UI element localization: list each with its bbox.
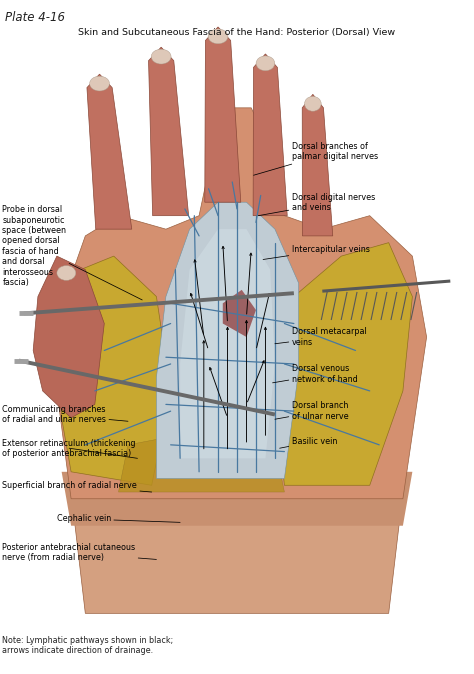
Polygon shape <box>156 202 299 479</box>
Ellipse shape <box>208 29 228 44</box>
Text: Posterior antebrachial cutaneous
nerve (from radial nerve): Posterior antebrachial cutaneous nerve (… <box>2 543 156 562</box>
Polygon shape <box>148 47 189 216</box>
Polygon shape <box>180 229 275 458</box>
Ellipse shape <box>151 49 171 64</box>
Ellipse shape <box>304 96 321 111</box>
Text: Probe in dorsal
subaponeurotic
space (between
opened dorsal
fascia of hand
and d: Probe in dorsal subaponeurotic space (be… <box>2 205 142 300</box>
Polygon shape <box>71 492 403 613</box>
Text: Dorsal digital nerves
and veins: Dorsal digital nerves and veins <box>258 193 375 216</box>
Text: Basilic vein: Basilic vein <box>280 437 337 448</box>
Text: Dorsal branches of
palmar digital nerves: Dorsal branches of palmar digital nerves <box>254 142 378 175</box>
Polygon shape <box>302 94 333 236</box>
Ellipse shape <box>90 76 109 91</box>
Text: Skin and Subcutaneous Fascia of the Hand: Posterior (Dorsal) View: Skin and Subcutaneous Fascia of the Hand… <box>78 28 396 37</box>
Polygon shape <box>33 256 104 418</box>
Text: Dorsal metacarpal
veins: Dorsal metacarpal veins <box>275 328 366 346</box>
Polygon shape <box>62 256 171 485</box>
Ellipse shape <box>57 266 76 280</box>
Text: Note: Lymphatic pathways shown in black;
arrows indicate direction of drainage.: Note: Lymphatic pathways shown in black;… <box>2 636 173 655</box>
Polygon shape <box>62 472 412 526</box>
Polygon shape <box>57 108 427 499</box>
Text: Cephalic vein: Cephalic vein <box>57 514 180 524</box>
Polygon shape <box>253 54 287 216</box>
Ellipse shape <box>256 56 275 71</box>
Polygon shape <box>223 290 256 337</box>
Text: Intercapitular veins: Intercapitular veins <box>263 245 369 259</box>
Polygon shape <box>118 431 284 492</box>
Text: Superficial branch of radial nerve: Superficial branch of radial nerve <box>2 481 152 492</box>
Text: Dorsal branch
of ulnar nerve: Dorsal branch of ulnar nerve <box>275 402 348 421</box>
Polygon shape <box>205 27 241 202</box>
Text: Communicating branches
of radial and ulnar nerves: Communicating branches of radial and uln… <box>2 405 128 424</box>
Polygon shape <box>87 74 132 229</box>
Text: Dorsal venous
network of hand: Dorsal venous network of hand <box>273 365 357 384</box>
Text: Extensor retinaculum (thickening
of posterior antebrachial fascia): Extensor retinaculum (thickening of post… <box>2 439 137 458</box>
Polygon shape <box>275 243 412 485</box>
Text: Plate 4-16: Plate 4-16 <box>5 11 65 24</box>
